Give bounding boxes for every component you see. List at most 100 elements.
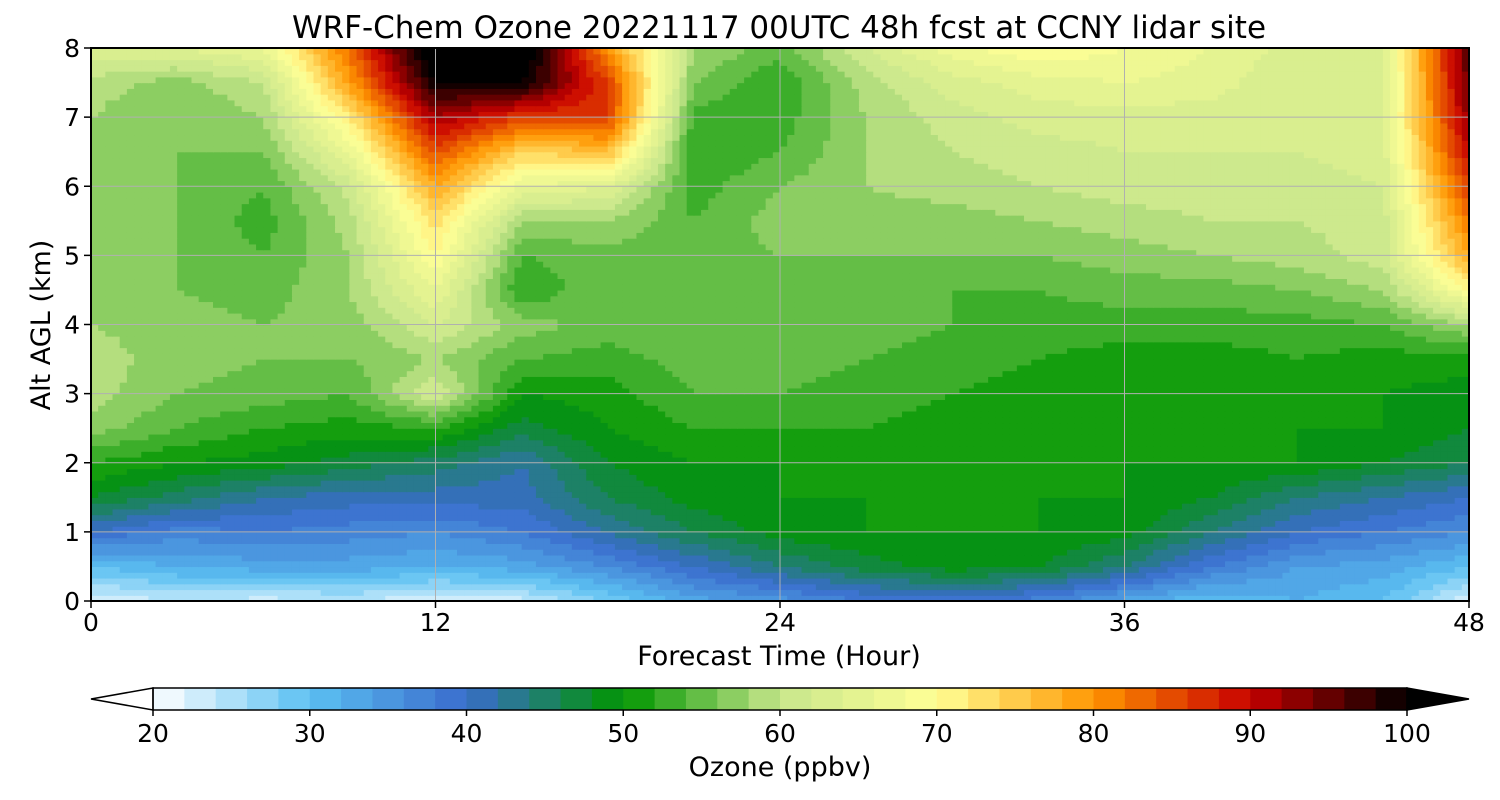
heatmap-cell xyxy=(801,451,810,458)
heatmap-cell xyxy=(923,451,932,458)
heatmap-cell xyxy=(1411,508,1420,516)
heatmap-cell xyxy=(722,456,731,464)
heatmap-cell xyxy=(485,480,494,487)
heatmap-cell xyxy=(342,537,350,544)
heatmap-cell xyxy=(378,456,386,464)
heatmap-cell xyxy=(1354,543,1362,550)
heatmap-cell xyxy=(198,537,207,544)
heatmap-cell xyxy=(1275,462,1283,470)
heatmap-cell xyxy=(485,520,494,527)
heatmap-cell xyxy=(980,549,989,556)
heatmap-cell xyxy=(1268,508,1276,516)
heatmap-cell xyxy=(428,554,437,562)
heatmap-cell xyxy=(1102,491,1111,498)
heatmap-cell xyxy=(1311,456,1319,464)
heatmap-cell xyxy=(421,514,429,521)
heatmap-cell xyxy=(1311,468,1319,475)
heatmap-cell xyxy=(1045,462,1054,470)
heatmap-cell xyxy=(1217,549,1226,556)
heatmap-cell xyxy=(701,577,709,585)
heatmap-cell xyxy=(1454,451,1463,458)
heatmap-cell xyxy=(715,572,724,579)
heatmap-cell xyxy=(1260,468,1269,475)
heatmap-cell xyxy=(830,480,839,487)
heatmap-cell xyxy=(528,566,537,573)
heatmap-cell xyxy=(744,583,752,591)
heatmap-cell xyxy=(184,560,193,568)
heatmap-cell xyxy=(1268,485,1276,493)
heatmap-cell xyxy=(1318,468,1327,475)
heatmap-cell xyxy=(973,462,982,470)
heatmap-cell xyxy=(1289,514,1298,521)
heatmap-cell xyxy=(1275,480,1283,487)
heatmap-cell xyxy=(980,480,989,487)
heatmap-cell xyxy=(1447,462,1456,470)
heatmap-cell xyxy=(1246,572,1255,579)
heatmap-cell xyxy=(686,514,695,521)
heatmap-cell xyxy=(320,503,329,510)
heatmap-cell xyxy=(492,595,501,601)
heatmap-cell xyxy=(1067,595,1075,601)
heatmap-cell xyxy=(1117,474,1126,481)
heatmap-cell xyxy=(1296,491,1305,498)
heatmap-cell xyxy=(184,526,193,533)
heatmap-cell xyxy=(1397,497,1406,504)
heatmap-cell xyxy=(205,520,214,527)
heatmap-cell xyxy=(277,537,286,544)
heatmap-cell xyxy=(335,474,343,481)
heatmap-cell xyxy=(988,514,996,521)
heatmap-cell xyxy=(1031,572,1039,579)
heatmap-cell xyxy=(457,526,465,533)
heatmap-cell xyxy=(564,537,573,544)
heatmap-cell xyxy=(141,572,150,579)
heatmap-cell xyxy=(1110,583,1118,591)
heatmap-cell xyxy=(851,543,860,550)
heatmap-cell xyxy=(887,451,896,458)
heatmap-cell xyxy=(141,456,150,464)
heatmap-cell xyxy=(313,503,322,510)
heatmap-cell xyxy=(672,531,681,539)
heatmap-cell xyxy=(1246,462,1255,470)
heatmap-cell xyxy=(1447,543,1456,550)
heatmap-cell xyxy=(636,480,645,487)
heatmap-cell xyxy=(636,451,645,458)
heatmap-cell xyxy=(428,595,437,601)
heatmap-cell xyxy=(966,497,975,504)
heatmap-cell xyxy=(141,595,150,601)
heatmap-cell xyxy=(564,508,573,516)
heatmap-cell xyxy=(1016,468,1025,475)
heatmap-cell xyxy=(1146,485,1154,493)
heatmap-cell xyxy=(866,514,874,521)
heatmap-cell xyxy=(722,531,731,539)
heatmap-cell xyxy=(1138,583,1147,591)
heatmap-cell xyxy=(155,514,164,521)
heatmap-cell xyxy=(916,583,925,591)
heatmap-cell xyxy=(406,497,415,504)
heatmap-cell xyxy=(248,520,257,527)
heatmap-cell xyxy=(471,456,480,464)
heatmap-cell xyxy=(751,537,760,544)
heatmap-cell xyxy=(772,595,781,601)
heatmap-cell xyxy=(1024,508,1032,516)
heatmap-cell xyxy=(205,474,214,481)
heatmap-cell xyxy=(708,503,717,510)
heatmap-cell xyxy=(435,531,444,539)
heatmap-cell xyxy=(1440,503,1449,510)
heatmap-cell xyxy=(650,514,659,521)
heatmap-cell xyxy=(1232,514,1240,521)
heatmap-cell xyxy=(1088,543,1097,550)
heatmap-cell xyxy=(1074,595,1083,601)
heatmap-cell xyxy=(392,456,401,464)
heatmap-cell xyxy=(256,572,264,579)
heatmap-cell xyxy=(679,503,688,510)
heatmap-cell xyxy=(550,520,559,527)
heatmap-cell xyxy=(693,474,702,481)
heatmap-cell xyxy=(177,491,185,498)
heatmap-cell xyxy=(98,462,106,470)
heatmap-cell xyxy=(959,520,968,527)
heatmap-cell xyxy=(693,583,702,591)
heatmap-cell xyxy=(521,491,530,498)
heatmap-cell xyxy=(1088,503,1097,510)
heatmap-cell xyxy=(1009,526,1018,533)
heatmap-cell xyxy=(1024,474,1032,481)
